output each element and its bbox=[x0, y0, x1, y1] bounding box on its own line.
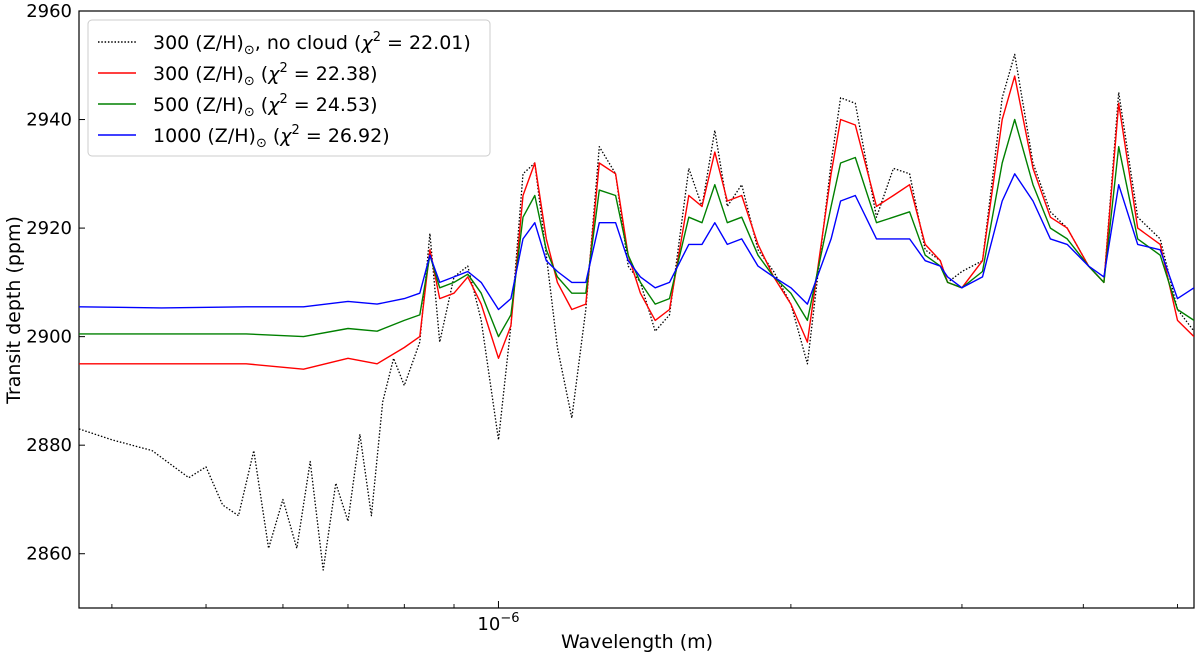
x-tick-label-0: 10−6 bbox=[477, 611, 519, 635]
series-layer bbox=[79, 53, 1194, 571]
y-tick-label-0: 2860 bbox=[26, 544, 72, 565]
x-axis-label: Wavelength (m) bbox=[561, 631, 713, 653]
series-line-2 bbox=[79, 118, 1194, 338]
y-axis: 2860 2880 2900 2920 2940 2960 bbox=[26, 1, 85, 565]
series-line-3 bbox=[79, 173, 1194, 311]
y-axis-label: Transit depth (ppm) bbox=[3, 216, 25, 405]
legend-label-0: 300 (Z/H)⊙, no cloud (χ2 = 22.01) bbox=[153, 30, 471, 58]
y-tick-label-4: 2940 bbox=[26, 110, 72, 131]
y-tick-label-3: 2920 bbox=[26, 218, 72, 239]
series-line-1 bbox=[79, 75, 1194, 370]
x-axis: 10−6 bbox=[111, 601, 1178, 635]
y-tick-label-5: 2960 bbox=[26, 1, 72, 22]
legend: 300 (Z/H)⊙, no cloud (χ2 = 22.01) 300 (Z/… bbox=[87, 19, 491, 157]
y-tick-label-1: 2880 bbox=[26, 435, 72, 456]
plot-frame bbox=[78, 10, 1195, 609]
legend-frame bbox=[87, 19, 491, 157]
legend-label-3: 1000 (Z/H)⊙ (χ2 = 26.92) bbox=[153, 123, 390, 151]
legend-label-1: 300 (Z/H)⊙ (χ2 = 22.38) bbox=[153, 61, 378, 89]
legend-label-2: 500 (Z/H)⊙ (χ2 = 24.53) bbox=[153, 92, 378, 120]
y-tick-label-2: 2900 bbox=[26, 327, 72, 348]
